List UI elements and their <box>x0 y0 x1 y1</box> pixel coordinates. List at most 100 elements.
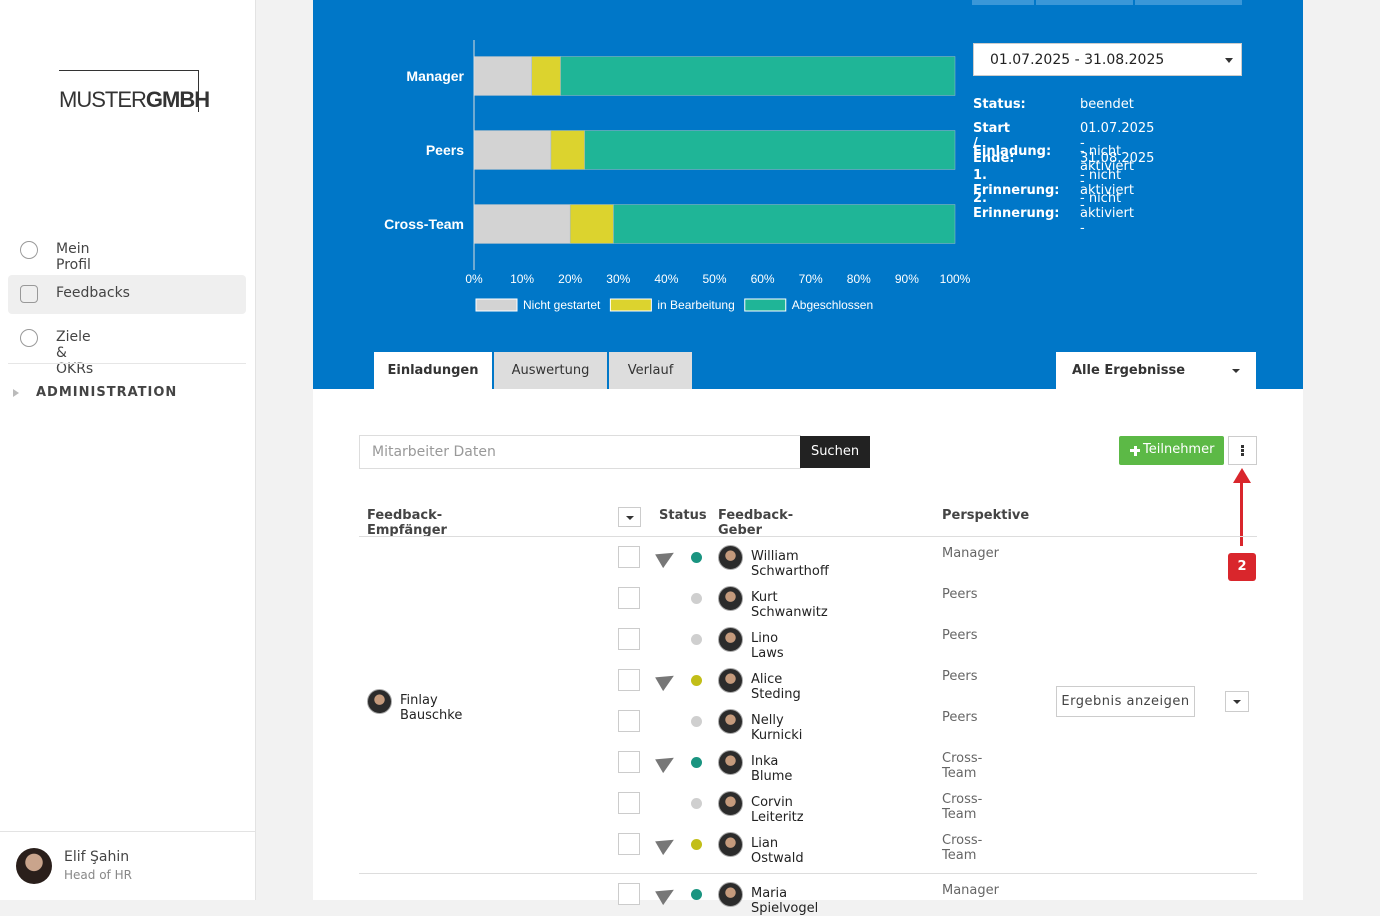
top-button[interactable] <box>972 0 1034 5</box>
group-rule <box>359 873 1257 874</box>
giver-name: Alice Steding <box>751 672 801 702</box>
nav-active <box>8 275 246 314</box>
detail-value: - nicht aktiviert - <box>1080 144 1134 189</box>
x-tick-label: 20% <box>558 272 582 286</box>
detail-value: beendet <box>1080 97 1134 112</box>
status-dot <box>691 634 702 645</box>
bar-segment <box>473 204 571 244</box>
status-dot <box>691 552 702 563</box>
x-tick-label: 100% <box>940 272 971 286</box>
giver-avatar <box>718 882 743 907</box>
giver-name: William Schwarthoff <box>751 549 829 579</box>
more-button[interactable] <box>1228 436 1257 465</box>
row-checkbox[interactable] <box>618 883 640 905</box>
perspective: Cross-Team <box>942 833 983 863</box>
x-tick-label: 30% <box>606 272 630 286</box>
perspective: Manager <box>942 546 999 561</box>
row-checkbox[interactable] <box>618 751 640 773</box>
row-checkbox[interactable] <box>618 587 640 609</box>
bar-segment <box>550 130 585 170</box>
x-tick-label: 50% <box>702 272 726 286</box>
category-label: Cross-Team <box>384 216 464 232</box>
status-dot <box>691 757 702 768</box>
add-button-label: Teilnehmer <box>1143 442 1215 457</box>
nav-link[interactable]: Mein Profil <box>56 241 91 273</box>
bar-segment <box>613 204 956 244</box>
expand-icon[interactable] <box>13 389 19 397</box>
row-checkbox[interactable] <box>618 792 640 814</box>
category-label: Peers <box>426 142 464 158</box>
tab[interactable]: Auswertung <box>494 352 607 389</box>
x-tick-label: 80% <box>847 272 871 286</box>
user-role: Head of HR <box>64 868 132 882</box>
add-button[interactable]: Teilnehmer <box>1119 436 1224 465</box>
tab[interactable]: Einladungen <box>374 352 492 389</box>
user-name: Elif Şahin <box>64 849 130 865</box>
perspective: Peers <box>942 710 978 725</box>
divider <box>0 831 255 832</box>
filter-value: Alle Ergebnisse <box>1072 363 1186 378</box>
legend-label: Nicht gestartet <box>523 298 601 312</box>
giver-name: Nelly Kurnicki <box>751 713 803 743</box>
table-header: Perspektive <box>942 508 1030 523</box>
row-checkbox[interactable] <box>618 628 640 650</box>
status-dot <box>691 798 702 809</box>
detail-label: Einladung: <box>973 144 1052 159</box>
bar-segment <box>531 56 561 96</box>
nav-link[interactable]: Feedbacks <box>56 285 130 301</box>
admin-link[interactable]: ADMINISTRATION <box>36 385 178 400</box>
legend-swatch <box>475 298 518 312</box>
recipient-avatar <box>367 688 392 714</box>
annotation-badge: 2 <box>1228 553 1256 581</box>
filter-select[interactable]: Alle Ergebnisse <box>1056 352 1256 389</box>
top-button[interactable] <box>1135 0 1242 5</box>
bar-segment <box>473 130 552 170</box>
row-checkbox[interactable] <box>618 833 640 855</box>
x-tick-label: 40% <box>654 272 678 286</box>
status-dot <box>691 716 702 727</box>
search-input[interactable]: Mitarbeiter Daten <box>359 435 801 469</box>
search-button[interactable]: Suchen <box>800 436 870 468</box>
perspective: Peers <box>942 587 978 602</box>
x-tick-label: 90% <box>895 272 919 286</box>
row-checkbox[interactable] <box>618 669 640 691</box>
nav-icon <box>20 241 38 259</box>
status-dot <box>691 593 702 604</box>
table-header: Feedback-Empfänger <box>367 508 447 538</box>
x-tick-label: 70% <box>799 272 823 286</box>
perspective: Cross-Team <box>942 792 983 822</box>
bar-segment <box>473 56 532 96</box>
period-select[interactable]: 01.07.2025 - 31.08.2025 <box>973 43 1242 76</box>
nav-link[interactable]: Ziele & OKRs <box>56 329 94 377</box>
x-tick-label: 60% <box>751 272 775 286</box>
row-dropdown[interactable] <box>1225 690 1249 712</box>
annotation-arrow <box>1240 480 1243 546</box>
tab[interactable]: Verlauf <box>609 352 692 389</box>
giver-name: Corvin Leiteritz <box>751 795 804 825</box>
giver-avatar <box>718 668 743 693</box>
sidebar: MUSTERGMBH Mein Profil Feedbacks Ziele & O… <box>0 0 256 900</box>
perspective: Peers <box>942 669 978 684</box>
row-checkbox[interactable] <box>618 710 640 732</box>
bar-segment <box>569 204 614 244</box>
legend-label: in Bearbeitung <box>657 298 734 312</box>
giver-name: Maria Spielvogel <box>751 886 819 916</box>
giver-avatar <box>718 709 743 734</box>
logo-bold: GMBH <box>145 87 210 112</box>
top-button[interactable] <box>1036 0 1133 5</box>
giver-name: Inka Blume <box>751 754 793 784</box>
result-button[interactable]: Ergebnis anzeigen <box>1056 685 1195 717</box>
annotation-arrowhead <box>1233 468 1251 483</box>
row-checkbox[interactable] <box>618 546 640 568</box>
detail-label: 2. Erinnerung: <box>973 191 1060 221</box>
detail-value: 01.07.2025 - 31.08.2025 <box>1080 120 1155 166</box>
detail-value: - nicht aktiviert - <box>1080 167 1134 213</box>
logo: MUSTERGMBH <box>59 70 210 112</box>
bar-segment <box>584 130 956 170</box>
giver-avatar <box>718 750 743 775</box>
status-dot <box>691 675 702 686</box>
select-all-dropdown[interactable] <box>618 507 641 527</box>
bar-segment <box>560 56 956 96</box>
legend-swatch <box>609 298 652 312</box>
